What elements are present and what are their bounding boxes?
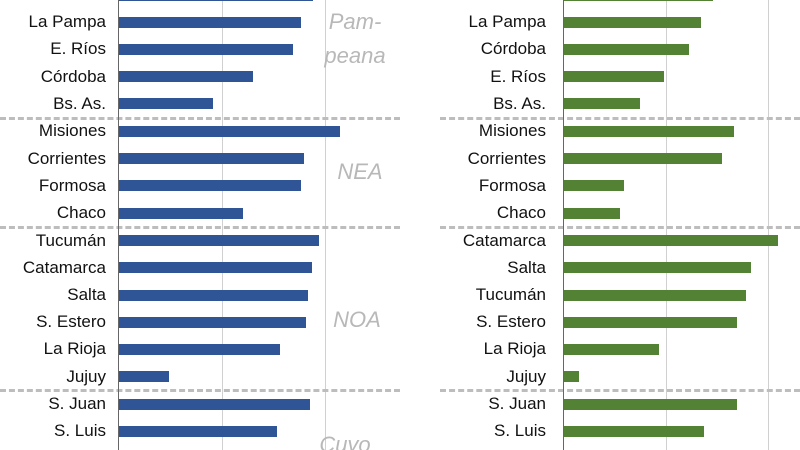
group-separator [440, 116, 800, 120]
tick-label: Formosa [478, 175, 546, 195]
tick-label: S. Luis [494, 421, 546, 441]
gridline [665, 0, 667, 450]
bar [564, 180, 625, 192]
tick-label: Corrientes [467, 148, 546, 168]
tick-label: Chaco [496, 203, 546, 222]
tick-label: Chaco [56, 203, 106, 222]
bar [564, 0, 713, 1]
tick-label: Salta [67, 285, 106, 304]
bar [564, 343, 660, 355]
tick-label: Jujuy [66, 366, 106, 386]
group-separator [0, 225, 400, 229]
group-separator [440, 225, 800, 229]
bar [564, 235, 779, 247]
tick-label: Corrientes [27, 148, 106, 168]
tick-label: S. Estero [476, 312, 546, 332]
bar [564, 398, 738, 410]
tick-label: S. Juan [488, 394, 546, 414]
group-separator [0, 389, 400, 393]
bar [119, 125, 341, 137]
bar [119, 71, 253, 83]
bar [119, 98, 214, 110]
group-separator [0, 116, 400, 120]
tick-label: La Pampa [28, 12, 107, 32]
gridline [221, 0, 223, 450]
tick-label: S. Estero [36, 312, 106, 332]
tick-label: Córdoba [40, 66, 106, 86]
tick-label: Mendoza [0, 449, 106, 450]
region-label-line: Pam- [328, 9, 382, 34]
bar [564, 43, 690, 55]
bar [119, 262, 312, 274]
region-label-line: peana [324, 43, 386, 68]
bar [119, 343, 281, 355]
tick-label: Catamarca [462, 230, 546, 250]
y-axis [563, 0, 564, 450]
bar [119, 425, 278, 437]
bar [564, 16, 702, 28]
tick-label: La Rioja [43, 339, 106, 359]
group-separator [440, 389, 800, 393]
tick-label: Mendoza [346, 449, 546, 450]
y-axis [118, 0, 119, 450]
gridline [768, 0, 769, 450]
bar [119, 371, 169, 383]
bar [119, 16, 302, 28]
tick-label: Misiones [38, 121, 106, 141]
bar [119, 398, 311, 410]
gridline [325, 0, 326, 450]
bar [564, 262, 751, 274]
tick-label: S. Luis [54, 421, 106, 441]
tick-label: Tucumán [475, 285, 546, 304]
bar [564, 316, 738, 328]
tick-label: La Pampa [468, 12, 547, 32]
bar [564, 207, 621, 219]
bar [119, 180, 302, 192]
bar [119, 289, 309, 301]
bar [564, 289, 747, 301]
tick-label: Córdoba [480, 39, 546, 59]
bar [564, 71, 665, 83]
bar [119, 316, 307, 328]
tick-label: Santa Fe [0, 0, 106, 5]
bar [564, 125, 735, 137]
region-label: Cuyo [300, 428, 390, 450]
tick-label: Salta [507, 257, 546, 277]
bar [119, 43, 293, 55]
bar [564, 153, 722, 165]
tick-label: Santa Fe [346, 0, 546, 5]
region-label-line: NEA [337, 159, 383, 184]
tick-label: Misiones [478, 121, 546, 141]
bar [119, 235, 319, 247]
tick-label: Formosa [38, 175, 106, 195]
region-label: NEA [315, 155, 405, 189]
region-label-line: NOA [333, 307, 381, 332]
tick-label: La Rioja [483, 339, 546, 359]
tick-label: Catamarca [22, 257, 106, 277]
tick-label: Bs. As. [493, 93, 546, 113]
tick-label: S. Juan [48, 394, 106, 414]
bar [119, 153, 305, 165]
tick-label: Tucumán [35, 230, 106, 250]
tick-label: Bs. As. [53, 93, 106, 113]
bar [564, 371, 580, 383]
bar [119, 207, 244, 219]
region-label: NOA [312, 303, 402, 337]
tick-label: E. Ríos [490, 66, 546, 86]
bar [119, 0, 313, 1]
tick-label: E. Ríos [50, 39, 106, 59]
tick-label: Jujuy [506, 366, 546, 386]
bar [564, 425, 705, 437]
region-label: Pam-peana [310, 5, 400, 73]
region-label-line: Cuyo [319, 432, 371, 450]
bar [564, 98, 640, 110]
